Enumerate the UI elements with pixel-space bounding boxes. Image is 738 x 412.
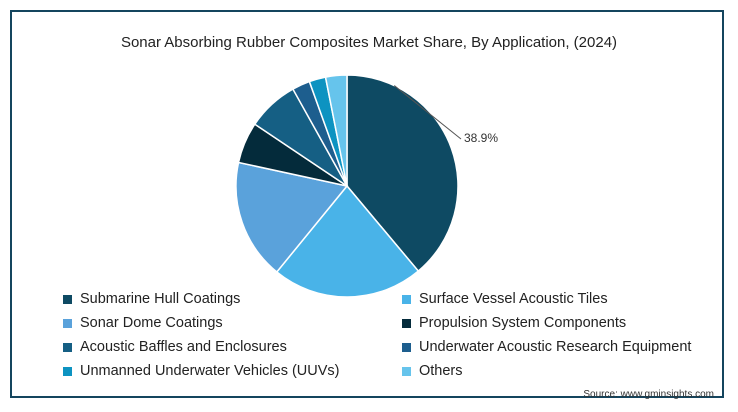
legend-item-underwater-acoustic-research-equipment: Underwater Acoustic Research Equipment bbox=[402, 339, 691, 355]
pie-slice-others bbox=[324, 74, 348, 187]
legend-item-acoustic-baffles-and-enclosures: Acoustic Baffles and Enclosures bbox=[63, 339, 287, 355]
legend-label: Acoustic Baffles and Enclosures bbox=[80, 339, 287, 355]
pie-slice-surface-vessel-acoustic-tiles bbox=[275, 184, 420, 298]
legend-label: Surface Vessel Acoustic Tiles bbox=[419, 291, 608, 307]
legend-item-propulsion-system-components: Propulsion System Components bbox=[402, 315, 626, 331]
legend-item-sonar-dome-coatings: Sonar Dome Coatings bbox=[63, 315, 223, 331]
slice-label-submarine-hull-coatings: 38.9% bbox=[464, 131, 499, 145]
legend-swatch bbox=[63, 294, 72, 304]
legend-item-others: Others bbox=[402, 363, 463, 379]
legend-item-unmanned-underwater-vehicles: Unmanned Underwater Vehicles (UUVs) bbox=[63, 363, 340, 379]
legend-swatch bbox=[63, 318, 72, 328]
pie-slice-sonar-dome-coatings bbox=[235, 161, 349, 274]
chart-title: Sonar Absorbing Rubber Composites Market… bbox=[120, 34, 618, 51]
legend-swatch bbox=[402, 342, 411, 352]
legend-swatch bbox=[402, 318, 411, 328]
legend-swatch bbox=[63, 342, 72, 352]
slice-label-leader-line bbox=[393, 85, 462, 140]
source-note: Source: www.gminsights.com bbox=[583, 389, 714, 400]
legend-item-surface-vessel-acoustic-tiles: Surface Vessel Acoustic Tiles bbox=[402, 291, 608, 307]
legend-label: Sonar Dome Coatings bbox=[80, 315, 223, 331]
legend-item-submarine-hull-coatings: Submarine Hull Coatings bbox=[63, 291, 240, 307]
legend-label: Underwater Acoustic Research Equipment bbox=[419, 339, 692, 355]
legend-swatch bbox=[402, 366, 411, 376]
legend-label: Submarine Hull Coatings bbox=[80, 291, 241, 307]
legend-label: Unmanned Underwater Vehicles (UUVs) bbox=[80, 363, 340, 379]
pie-slice-submarine-hull-coatings bbox=[346, 74, 459, 273]
legend-label: Others bbox=[419, 363, 463, 379]
legend-label: Propulsion System Components bbox=[419, 315, 627, 331]
legend-swatch bbox=[402, 294, 411, 304]
legend-swatch bbox=[63, 366, 72, 376]
